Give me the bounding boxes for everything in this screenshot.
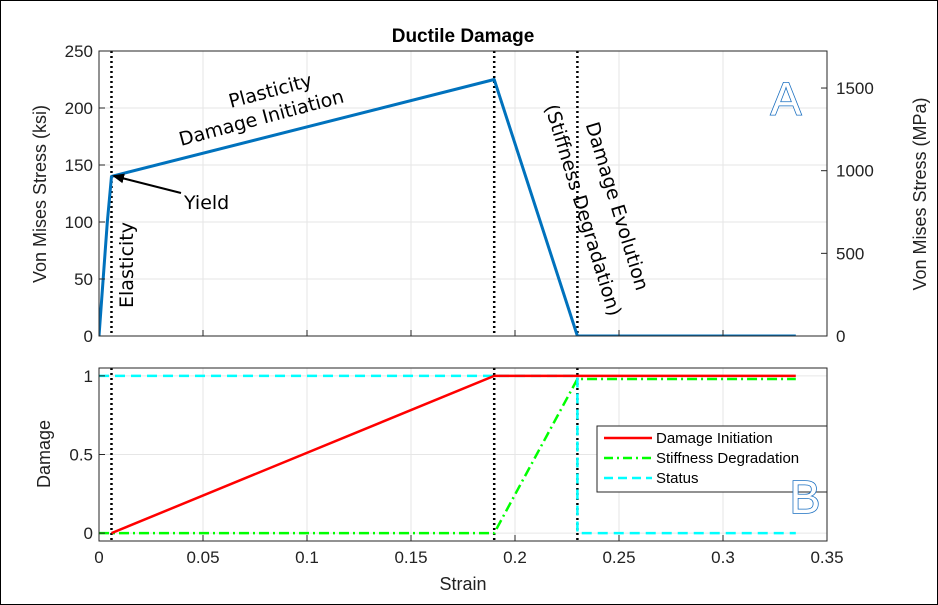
y-axis-label-left: Von Mises Stress (ksi)	[30, 105, 50, 283]
panel-letter-b: B	[790, 471, 821, 523]
y-tick-label-right: 1500	[836, 79, 874, 98]
legend: Damage Initiation Stiffness Degradation …	[596, 425, 828, 493]
y-tick-label-left: 150	[65, 156, 93, 175]
y-axis-label-damage: Damage	[34, 420, 54, 488]
y-tick-label-left: 200	[65, 99, 93, 118]
panel-letter-a: A	[771, 73, 802, 125]
legend-label-stiffness-degradation: Stiffness Degradation	[656, 450, 799, 467]
x-tick-label: 0.05	[186, 548, 219, 567]
x-tick-label: 0.3	[711, 548, 735, 567]
y-tick-label: 0	[84, 524, 93, 543]
panel-a-plot-area	[99, 51, 827, 336]
series-stiffness-degradation	[99, 377, 796, 535]
y-axis-label-right: Von Mises Stress (MPa)	[910, 97, 930, 290]
y-tick-label-left: 50	[74, 270, 93, 289]
panel-a-axes-box	[98, 50, 828, 337]
panel-a-grid	[98, 50, 828, 337]
y-tick-label: 1	[84, 367, 93, 386]
panel-b-series	[99, 374, 796, 535]
legend-label-status: Status	[656, 470, 699, 487]
panel-a-series	[99, 78, 796, 336]
x-tick-label: 0.15	[394, 548, 427, 567]
x-tick-label: 0.25	[602, 548, 635, 567]
chart-title: Ductile Damage	[392, 26, 535, 47]
stress-strain-series	[99, 78, 796, 336]
y-tick-label-right: 0	[836, 327, 845, 346]
panel-a-ticks: 0 50 100 150 200 250 0 500 1000 1500	[65, 42, 874, 346]
panel-b-ticks: 0 0.05 0.1 0.15 0.2 0.25 0.3 0.35 0 0.5 1	[69, 367, 843, 567]
legend-label-damage-initiation: Damage Initiation	[656, 430, 773, 447]
y-tick-label-left: 250	[65, 42, 93, 61]
panel-a: 0 50 100 150 200 250 0 500 1000 1500 Ductile Dama…	[30, 26, 930, 346]
y-tick-label-right: 1000	[836, 162, 874, 181]
y-tick-label-right: 500	[836, 244, 864, 263]
series-status	[99, 374, 796, 535]
y-tick-label-left: 0	[84, 327, 93, 346]
panel-b-vlines	[110, 368, 579, 541]
yield-arrow	[112, 173, 182, 194]
y-tick-label: 0.5	[69, 446, 93, 465]
x-tick-label: 0	[94, 548, 103, 567]
series-damage-initiation	[111, 374, 796, 535]
x-tick-label: 0.1	[295, 548, 319, 567]
x-tick-label: 0.35	[810, 548, 843, 567]
y-tick-label-left: 100	[65, 213, 93, 232]
x-tick-label: 0.2	[503, 548, 527, 567]
panel-b: 0 0.05 0.1 0.15 0.2 0.25 0.3 0.35 0 0.5 1 Strain D…	[34, 367, 844, 594]
x-axis-label: Strain	[439, 574, 486, 594]
annotation-elasticity: Elasticity	[116, 222, 138, 308]
annotation-yield: Yield	[183, 192, 229, 214]
